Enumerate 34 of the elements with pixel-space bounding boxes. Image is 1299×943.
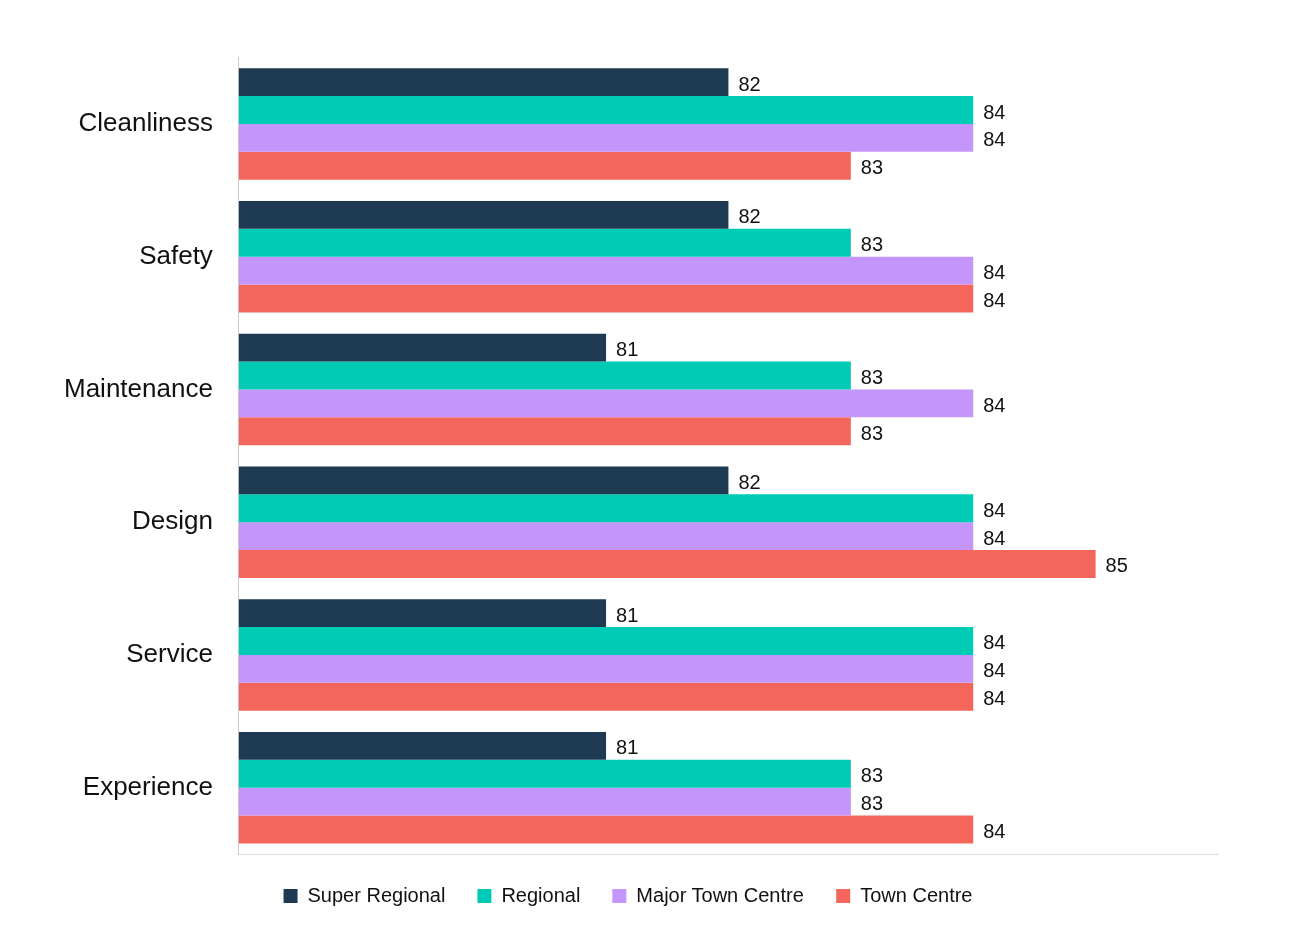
data-label: 83 (860, 421, 884, 444)
data-label: 84 (983, 631, 1006, 654)
data-label: 84 (983, 498, 1006, 521)
data-label: 81 (616, 736, 639, 759)
data-label: 84 (983, 526, 1006, 549)
data-label: 84 (983, 128, 1006, 151)
y-tick-label: Maintenance (63, 372, 213, 403)
data-label: 84 (983, 289, 1006, 312)
data-label: 83 (860, 156, 884, 179)
y-tick-label: Safety (139, 239, 213, 270)
data-label: 83 (860, 792, 884, 815)
data-label: 84 (983, 687, 1006, 710)
legend-label: Regional (501, 883, 581, 906)
legend-label: Major Town Centre (636, 883, 804, 906)
y-tick-label: Cleanliness (78, 107, 213, 138)
data-label: 83 (860, 764, 884, 787)
data-label: 84 (983, 100, 1006, 123)
data-label: 82 (738, 205, 761, 228)
legend-label: Town Centre (860, 883, 973, 906)
data-label: 82 (738, 470, 761, 493)
y-tick-label: Design (131, 505, 213, 536)
data-label: 84 (983, 819, 1006, 842)
legend-label: Super Regional (307, 883, 446, 906)
data-label: 84 (983, 261, 1006, 284)
data-label: 85 (1105, 554, 1128, 577)
data-label: 84 (983, 659, 1006, 682)
data-label: 84 (983, 393, 1006, 416)
y-tick-label: Experience (82, 770, 213, 801)
y-tick-label: Service (126, 638, 213, 669)
data-label: 83 (860, 366, 884, 389)
data-label: 81 (616, 338, 639, 361)
data-label: 82 (738, 72, 761, 95)
data-label: 83 (860, 233, 884, 256)
data-label: 81 (616, 603, 639, 626)
